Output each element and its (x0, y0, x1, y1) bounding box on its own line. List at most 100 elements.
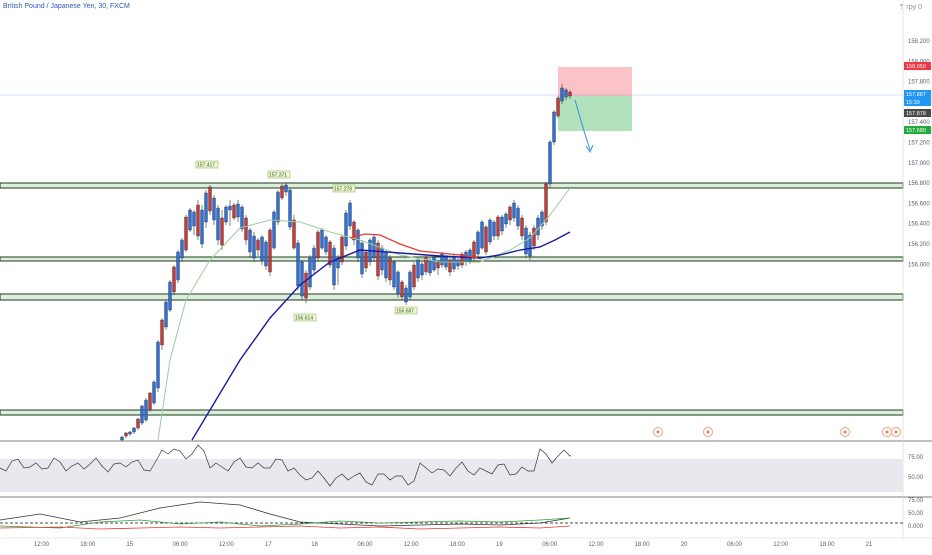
candle-body[interactable] (288, 189, 292, 228)
support-zone[interactable] (0, 293, 904, 301)
candle-body[interactable] (124, 432, 128, 437)
candle-body[interactable] (272, 211, 276, 249)
candle-body[interactable] (388, 257, 392, 281)
candle-body[interactable] (436, 261, 440, 269)
candle-body[interactable] (552, 111, 556, 143)
candle-body[interactable] (304, 272, 308, 299)
candle-body[interactable] (532, 227, 536, 247)
candle-body[interactable] (520, 217, 524, 237)
candle-body[interactable] (292, 219, 296, 249)
candle-body[interactable] (452, 256, 456, 270)
candle-body[interactable] (548, 141, 552, 185)
candle-body[interactable] (244, 217, 248, 241)
candle-body[interactable] (372, 236, 376, 259)
candle-body[interactable] (564, 89, 568, 98)
candle-body[interactable] (504, 213, 508, 225)
price-annotation-box[interactable] (195, 160, 219, 169)
price-annotation-box[interactable] (293, 313, 317, 322)
candle-body[interactable] (408, 271, 412, 298)
candle-body[interactable] (188, 209, 192, 231)
candle-body[interactable] (500, 216, 504, 232)
candle-body[interactable] (328, 241, 332, 266)
candle-body[interactable] (376, 242, 380, 277)
target-price-badge[interactable] (904, 126, 931, 134)
candle-body[interactable] (172, 266, 176, 293)
candle-body[interactable] (544, 183, 548, 223)
candle-body[interactable] (396, 271, 400, 295)
candle-body[interactable] (212, 197, 216, 221)
candle-body[interactable] (252, 235, 256, 259)
candle-body[interactable] (128, 431, 132, 435)
candle-body[interactable] (136, 418, 140, 429)
candle-body[interactable] (228, 205, 232, 211)
candle-body[interactable] (216, 207, 220, 241)
candle-body[interactable] (412, 264, 416, 288)
candle-body[interactable] (296, 242, 300, 287)
candle-body[interactable] (160, 319, 164, 346)
candle-body[interactable] (512, 202, 516, 219)
candle-body[interactable] (236, 203, 240, 218)
bar-countdown-badge[interactable] (904, 98, 931, 106)
candle-body[interactable] (556, 97, 560, 117)
candle-body[interactable] (540, 211, 544, 227)
candle-body[interactable] (416, 259, 420, 279)
candle-body[interactable] (352, 221, 356, 241)
user-menu-label[interactable]: ⇡ грy 0 (898, 4, 922, 11)
candle-body[interactable] (428, 259, 432, 274)
candle-body[interactable] (200, 209, 204, 245)
price-annotation-box[interactable] (267, 170, 291, 179)
candle-body[interactable] (344, 212, 348, 247)
candle-body[interactable] (256, 239, 260, 251)
candle-body[interactable] (316, 231, 320, 259)
di-minus-line[interactable] (0, 525, 571, 530)
candle-body[interactable] (132, 427, 136, 433)
candle-body[interactable] (264, 241, 268, 267)
price-annotation-box[interactable] (394, 306, 418, 315)
stop-price-badge[interactable] (904, 62, 931, 70)
short-position-target-zone[interactable] (558, 96, 632, 131)
candle-body[interactable] (220, 217, 224, 246)
candle-body[interactable] (404, 287, 408, 303)
lower-support-zone[interactable] (0, 409, 904, 416)
candle-body[interactable] (336, 257, 340, 269)
candle-body[interactable] (568, 91, 572, 97)
candle-body[interactable] (360, 242, 364, 275)
candle-body[interactable] (392, 261, 396, 288)
sma-line[interactable] (157, 187, 571, 441)
candle-body[interactable] (208, 186, 212, 212)
di-plus-line[interactable] (0, 517, 571, 529)
candle-body[interactable] (152, 381, 156, 404)
candle-body[interactable] (488, 219, 492, 243)
price-annotation-box[interactable] (332, 184, 356, 193)
candle-body[interactable] (400, 281, 404, 298)
candle-body[interactable] (448, 259, 452, 273)
candle-body[interactable] (248, 229, 252, 253)
candle-body[interactable] (496, 216, 500, 237)
ema-slow-line[interactable] (191, 231, 571, 441)
cursor-price-badge[interactable] (904, 109, 931, 117)
candle-body[interactable] (468, 249, 472, 261)
candle-body[interactable] (480, 221, 484, 249)
candle-body[interactable] (440, 253, 444, 266)
candle-body[interactable] (224, 206, 228, 223)
candle-body[interactable] (356, 229, 360, 259)
candle-body[interactable] (232, 204, 236, 219)
candle-body[interactable] (332, 247, 336, 286)
candle-body[interactable] (308, 257, 312, 288)
candle-body[interactable] (420, 263, 424, 276)
candle-body[interactable] (508, 206, 512, 221)
candle-body[interactable] (492, 221, 496, 237)
candle-body[interactable] (364, 251, 368, 269)
candle-body[interactable] (536, 217, 540, 236)
candle-body[interactable] (484, 226, 488, 253)
candle-body[interactable] (516, 207, 520, 227)
ema-mid-line[interactable] (349, 233, 479, 259)
candle-body[interactable] (472, 241, 476, 259)
candle-body[interactable] (324, 236, 328, 253)
chart-title[interactable]: British Pound / Japanese Yen, 30, FXCM (3, 3, 130, 10)
candle-body[interactable] (192, 211, 196, 227)
candle-body[interactable] (260, 236, 264, 261)
candle-body[interactable] (120, 436, 124, 441)
